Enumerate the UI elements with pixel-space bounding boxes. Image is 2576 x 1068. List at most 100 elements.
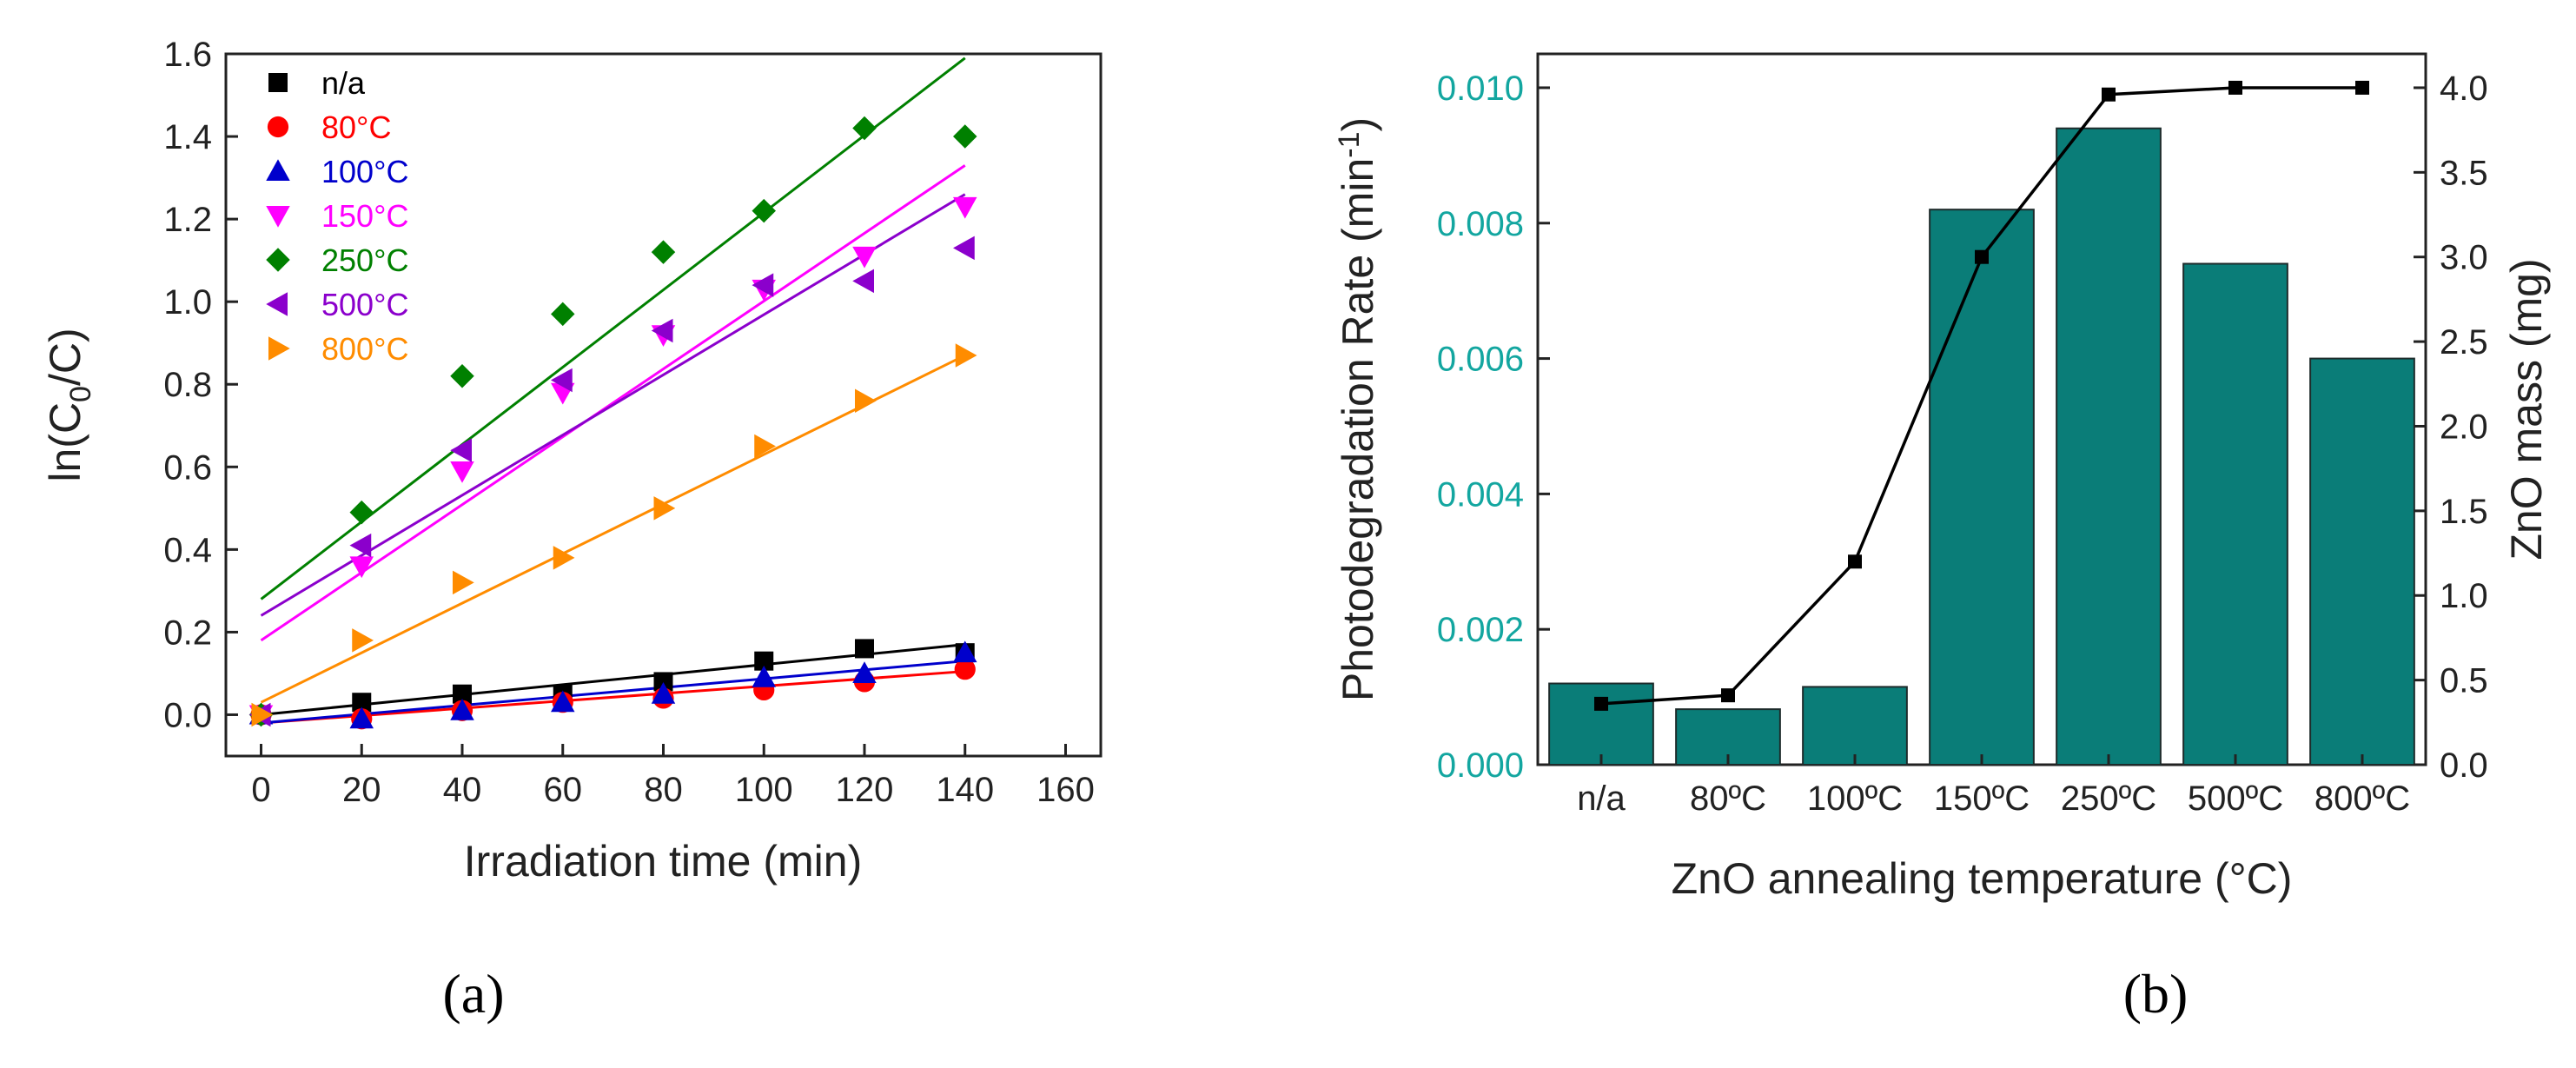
legend-label: 100°C — [321, 154, 408, 189]
data-point — [752, 665, 776, 687]
x-tick-label: 0 — [251, 771, 270, 809]
data-point — [651, 318, 673, 343]
legend-label: 150°C — [321, 198, 408, 234]
data-point — [653, 672, 673, 692]
bar-2 — [1802, 686, 1908, 766]
right-tick-label: 2.5 — [2440, 323, 2488, 362]
panel-b-x-axis-title: ZnO annealing temperature (°C) — [1672, 854, 2293, 903]
data-point — [349, 706, 374, 729]
x-tick-label: 140 — [936, 771, 994, 809]
y-tick-label: 1.0 — [163, 283, 212, 322]
right-tick-label: 0.0 — [2440, 746, 2488, 785]
legend-label: 80°C — [321, 109, 391, 145]
panel-b-bar-chart: 0.000 0.002 0.004 0.006 0.008 0.010 0.0 0.5 1.0 1… — [1333, 52, 2551, 1025]
panel-a-line-chart: 0 20 40 60 80 100 120 140 160 0.0 0.2 0.4 0.6 0.8 1.0 1… — [41, 36, 1103, 1025]
data-point — [349, 556, 374, 579]
data-point — [952, 235, 975, 261]
data-point — [952, 196, 977, 219]
category-label: 800ºC — [2314, 779, 2410, 818]
legend-marker — [266, 159, 290, 181]
bar-0 — [1548, 682, 1654, 766]
right-tick-label: 4.0 — [2440, 70, 2488, 108]
data-point — [453, 570, 474, 595]
right-tick-label: 3.5 — [2440, 154, 2488, 192]
data-point — [352, 628, 374, 653]
data-point — [754, 434, 776, 459]
x-tick-label: 60 — [544, 771, 583, 809]
panel-b-left-axis-title: Photodegradation Rate (min-1) — [1333, 117, 1382, 701]
data-point — [752, 273, 774, 297]
data-point — [551, 690, 575, 713]
panel-b-ticks: 0.000 0.002 0.004 0.006 0.008 0.010 0.0 0.5 1.0 1… — [1437, 70, 2488, 818]
right-tick-label: 0.5 — [2440, 662, 2488, 700]
left-tick-label: 0.002 — [1437, 611, 1524, 649]
mass-point — [1975, 249, 1989, 264]
fit-line-800°C — [260, 354, 966, 704]
legend-marker — [267, 116, 289, 138]
legend-marker — [266, 292, 288, 316]
data-point — [352, 693, 372, 713]
fit-line-80°C — [261, 670, 965, 725]
mass-point — [1594, 696, 1608, 711]
bar-3 — [1929, 209, 2035, 766]
bar-4 — [2056, 127, 2162, 766]
legend-label: 250°C — [321, 242, 408, 278]
left-tick-label: 0.004 — [1437, 475, 1524, 514]
panel-a-fit-lines — [260, 56, 966, 725]
data-point — [752, 198, 776, 223]
category-label: 150ºC — [1934, 779, 2030, 818]
data-point — [952, 640, 977, 663]
data-point — [651, 681, 676, 704]
panel-b-bars — [1548, 127, 2415, 766]
data-point — [954, 659, 976, 680]
data-point — [349, 533, 372, 558]
data-point — [854, 639, 874, 659]
legend-label: 800°C — [321, 331, 408, 367]
y-tick-label: 0.4 — [163, 531, 212, 569]
panel-a-x-axis-title: Irradiation time (min) — [464, 837, 862, 886]
panel-a-y-axis-title: ln(C0/C) — [41, 328, 97, 481]
y-tick-label: 1.2 — [163, 201, 212, 239]
right-tick-label: 3.0 — [2440, 239, 2488, 277]
legend-marker — [266, 248, 290, 272]
data-point — [955, 343, 977, 368]
right-tick-label: 1.5 — [2440, 493, 2488, 531]
y-tick-label: 0.8 — [163, 366, 212, 404]
legend-label: n/a — [321, 65, 366, 101]
panel-b-right-axis-title: ZnO mass (mg) — [2502, 258, 2551, 560]
data-point — [251, 702, 274, 727]
y-tick-label: 1.4 — [163, 118, 212, 156]
y-tick-label: 1.6 — [163, 36, 212, 74]
mass-point — [2228, 80, 2242, 95]
legend-marker — [266, 206, 290, 228]
data-point — [450, 461, 474, 483]
x-tick-label: 100 — [735, 771, 793, 809]
data-point — [852, 116, 877, 141]
data-point — [852, 269, 874, 294]
y-tick-label: 0.2 — [163, 614, 212, 652]
data-point — [450, 363, 474, 388]
y-tick-label: 0.6 — [163, 448, 212, 487]
panel-a-data-points — [248, 116, 977, 730]
data-point — [450, 698, 474, 720]
fit-line-100°C — [261, 660, 965, 725]
mass-point — [1848, 554, 1862, 569]
data-point — [754, 651, 774, 671]
y-tick-label: 0.0 — [163, 696, 212, 734]
mass-point — [2102, 87, 2116, 102]
category-label: 80ºC — [1690, 779, 1766, 818]
data-point — [349, 500, 374, 525]
data-point — [852, 661, 877, 683]
left-tick-label: 0.000 — [1437, 746, 1524, 785]
panel-b-label: (b) — [2123, 963, 2189, 1025]
data-point — [653, 496, 676, 521]
x-tick-label: 120 — [836, 771, 894, 809]
data-point — [553, 546, 575, 570]
data-point — [651, 240, 676, 264]
panel-a-legend: n/a 80°C 100°C 150°C 250°C 500°C 800°C — [266, 65, 408, 367]
x-tick-label: 20 — [342, 771, 381, 809]
legend-marker — [268, 73, 288, 92]
data-point — [551, 302, 575, 327]
x-tick-label: 40 — [443, 771, 482, 809]
